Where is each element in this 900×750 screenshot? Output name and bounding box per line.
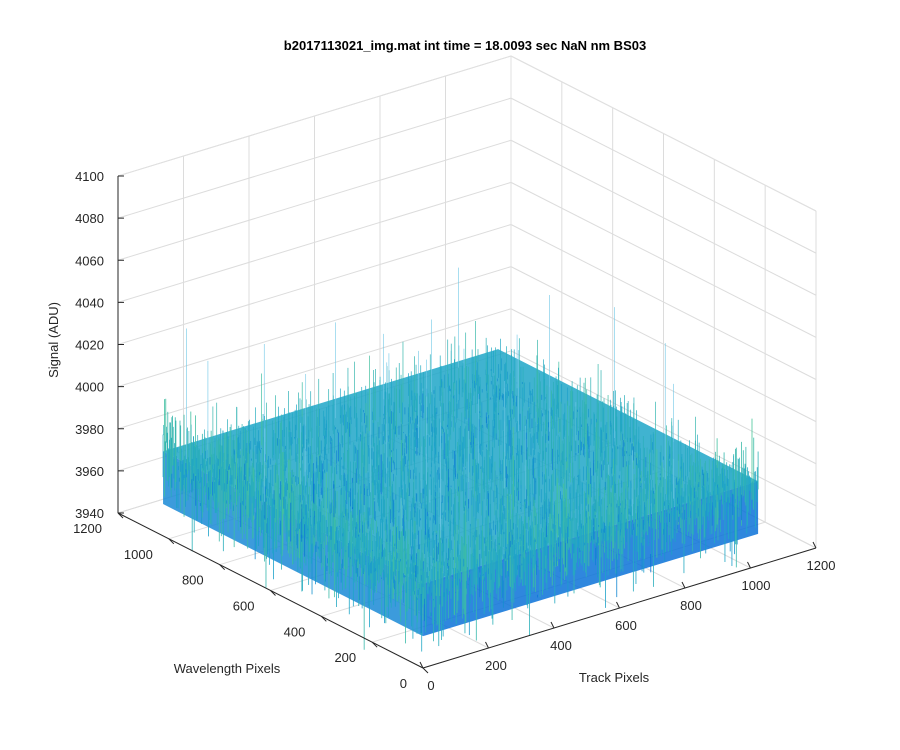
x-tick-label: 400 xyxy=(550,638,572,653)
y-tick xyxy=(422,667,429,674)
x-tick xyxy=(550,621,555,629)
surface-mesh xyxy=(162,267,759,652)
z-tick-label: 4040 xyxy=(75,295,104,310)
y-tick xyxy=(219,564,226,571)
z-tick-label: 4000 xyxy=(75,380,104,395)
tick-labels: 0 200 400 600 800 1000 1200 0 200 400 600 800 1000 12… xyxy=(73,169,835,693)
z-tick-label: 3940 xyxy=(75,506,104,521)
chart-title: b2017113021_img.mat int time = 18.0093 s… xyxy=(284,38,646,53)
y-tick-label: 200 xyxy=(334,650,356,665)
x-tick-label: 1200 xyxy=(807,558,836,573)
z-tick-label: 3980 xyxy=(75,422,104,437)
x-tick-label: 1000 xyxy=(742,578,771,593)
z-tick-label: 3960 xyxy=(75,464,104,479)
y-tick-label: 400 xyxy=(284,624,306,639)
x-tick xyxy=(812,541,817,549)
x-tick-label: 800 xyxy=(680,598,702,613)
x-tick-label: 0 xyxy=(427,678,434,693)
backwall-grid-z xyxy=(117,266,512,388)
x-tick xyxy=(419,661,424,669)
z-tick-label: 4020 xyxy=(75,338,104,353)
x-axis-label: Track Pixels xyxy=(579,670,650,685)
y-tick xyxy=(117,512,124,519)
z-tick-label: 4080 xyxy=(75,211,104,226)
sidewall-grid-z xyxy=(510,224,817,380)
y-tick xyxy=(320,615,327,622)
backwall-grid-z xyxy=(117,308,512,430)
x-tick xyxy=(616,601,620,609)
x-tick xyxy=(747,561,751,569)
backwall-grid-z xyxy=(117,97,512,219)
y-tick-label: 800 xyxy=(182,573,204,588)
x-tick xyxy=(485,641,489,649)
sidewall-grid-z xyxy=(510,350,817,507)
y-tick-label: 0 xyxy=(400,676,407,691)
x-tick-label: 200 xyxy=(485,658,507,673)
sidewall-grid-z xyxy=(510,266,817,423)
box-edge-top-back xyxy=(117,55,512,177)
x-tick-label: 600 xyxy=(615,618,637,633)
y-axis-label: Wavelength Pixels xyxy=(174,661,281,676)
z-tick-label: 4100 xyxy=(75,169,104,184)
box-edge-top-side xyxy=(510,55,817,212)
backwall-grid-z xyxy=(117,181,512,303)
backwall-grid-z xyxy=(117,139,512,261)
sidewall-grid-z xyxy=(510,139,817,296)
x-tick xyxy=(681,581,686,589)
backwall-grid-z xyxy=(117,224,512,345)
y-tick xyxy=(371,641,378,648)
y-tick-label: 1200 xyxy=(73,521,102,536)
sidewall-grid-z xyxy=(510,308,817,465)
sidewall-grid-z xyxy=(510,97,817,254)
y-tick xyxy=(168,538,175,545)
y-tick xyxy=(270,590,276,596)
y-tick-label: 1000 xyxy=(124,547,153,562)
sidewall-grid-z xyxy=(510,181,817,338)
axis-lines xyxy=(117,175,817,674)
y-tick-label: 600 xyxy=(233,599,255,614)
z-tick-label: 4060 xyxy=(75,253,104,268)
z-axis-label: Signal (ADU) xyxy=(46,302,61,378)
